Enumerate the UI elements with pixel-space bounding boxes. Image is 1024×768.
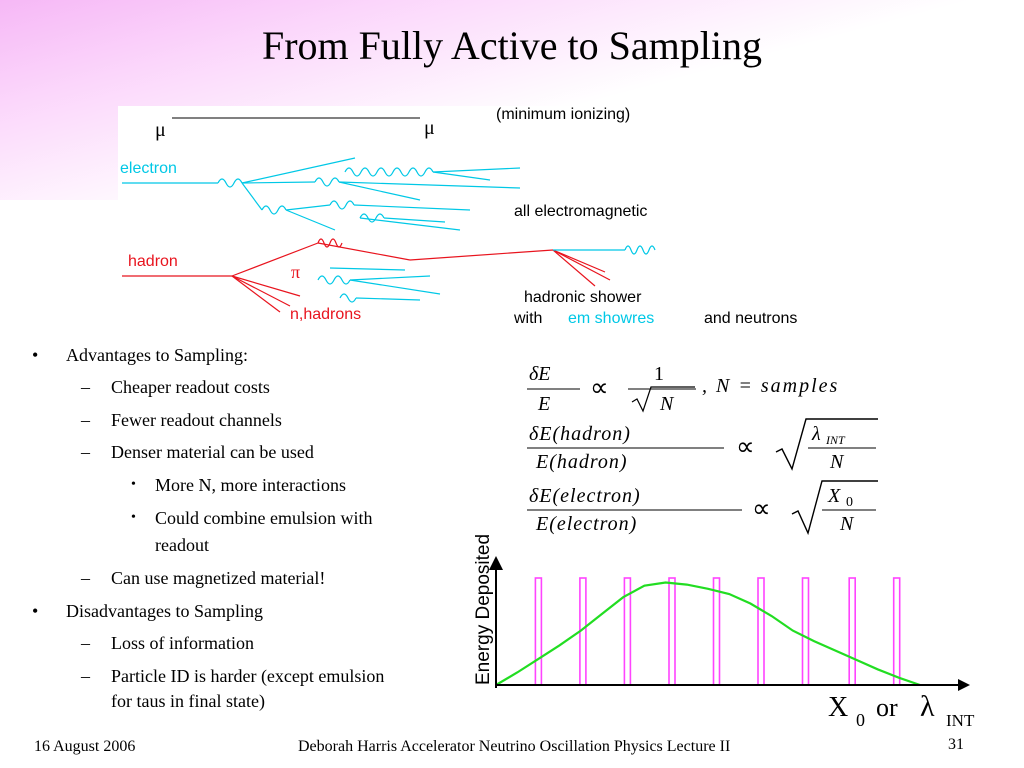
eq2-denominator: E(hadron) xyxy=(535,451,628,473)
eq1-prop: ∝ xyxy=(590,373,609,402)
svg-text:X: X xyxy=(828,692,848,723)
dash-mark: – xyxy=(81,666,90,686)
sampling-plane-5 xyxy=(712,577,721,686)
slide-title: From Fully Active to Sampling xyxy=(261,23,763,68)
sampling-plane-9 xyxy=(892,577,901,686)
dash-mark: – xyxy=(81,410,90,430)
svg-text:λ: λ xyxy=(920,690,935,723)
sqrt-icon xyxy=(775,418,878,471)
footer-date: 16 August 2006 xyxy=(34,738,136,755)
disadvantages-heading: Disadvantages to Sampling xyxy=(66,601,263,621)
y-axis-arrow-icon xyxy=(489,556,503,570)
eq3-prop: ∝ xyxy=(752,494,771,523)
eq3-denominator: E(electron) xyxy=(535,513,637,535)
eq2-numerator: δE(hadron) xyxy=(529,423,631,445)
advantages-heading: Advantages to Sampling: xyxy=(66,345,248,365)
minimum-ionizing-label: (minimum ionizing) xyxy=(496,106,631,123)
dis-item-pid-line2: for taus in final state) xyxy=(111,691,265,711)
eq1-denominator: E xyxy=(537,393,550,415)
pi-label: π xyxy=(291,262,301,282)
adv-item-magnetized: Can use magnetized material! xyxy=(111,568,326,588)
bullet-mark: • xyxy=(131,510,136,525)
eq1-numerator: δE xyxy=(529,363,551,385)
series-line-energy xyxy=(495,581,921,687)
dash-mark: – xyxy=(81,633,90,653)
mu-left-label: μ xyxy=(155,119,166,141)
sampling-plane-8 xyxy=(848,577,857,686)
x-axis-arrow-icon xyxy=(958,679,970,691)
adv-item-fewer: Fewer readout channels xyxy=(111,410,282,430)
eq2-root-den: N xyxy=(829,451,845,473)
dash-mark: – xyxy=(81,377,90,397)
diagram-panel xyxy=(118,106,845,331)
sampling-plane-7 xyxy=(801,577,810,686)
sampling-plane-6 xyxy=(757,577,765,686)
and-neutrons-label: and neutrons xyxy=(704,310,798,327)
em-showers-label: em showres xyxy=(568,310,655,327)
eq1-frac-num: 1 xyxy=(654,363,664,385)
dis-item-pid-line1: Particle ID is harder (except emulsion xyxy=(111,666,385,686)
svg-text:0: 0 xyxy=(856,710,865,730)
hadron-label: hadron xyxy=(128,253,178,270)
bullet-mark: • xyxy=(131,477,136,492)
sampling-planes xyxy=(534,577,901,686)
sqrt-icon xyxy=(631,386,695,413)
eq3-root-num: X xyxy=(827,485,841,507)
eq2-prop: ∝ xyxy=(736,432,755,461)
sampling-plane-1 xyxy=(534,577,543,686)
x-axis-label: X 0 or λ INT xyxy=(828,690,975,730)
sampling-plane-3 xyxy=(623,577,632,686)
footer-presenter: Deborah Harris Accelerator Neutrino Osci… xyxy=(298,738,731,755)
electron-label: electron xyxy=(120,160,177,177)
bullet-mark: • xyxy=(32,345,39,365)
electron-shower xyxy=(122,157,521,231)
sub-item-more-n: More N, more interactions xyxy=(155,475,346,495)
eq1-frac-den: N xyxy=(659,393,675,415)
shower-diagram xyxy=(118,106,845,331)
eq2-root-num-sub: INT xyxy=(825,433,846,447)
eq3-numerator: δE(electron) xyxy=(529,485,641,507)
all-em-label: all electromagnetic xyxy=(514,203,648,220)
mu-right-label: μ xyxy=(424,117,435,139)
hadron-shower xyxy=(122,238,611,313)
hadronic-shower-label: hadronic shower xyxy=(524,289,642,306)
sub-item-combine-line2: readout xyxy=(155,535,209,555)
adv-item-denser: Denser material can be used xyxy=(111,442,314,462)
eq3-root-den: N xyxy=(839,513,855,535)
bullet-mark: • xyxy=(32,601,39,621)
eq3-root-num-sub: 0 xyxy=(846,495,853,510)
eq1-tail: , N = samples xyxy=(702,375,839,397)
page-number: 31 xyxy=(948,736,964,753)
svg-text:or: or xyxy=(876,693,898,722)
dis-item-loss: Loss of information xyxy=(111,633,254,653)
dash-mark: – xyxy=(81,442,90,462)
with-label: with xyxy=(514,310,543,327)
eq2-root-num: λ xyxy=(811,423,821,445)
sub-item-combine-line1: Could combine emulsion with xyxy=(155,508,373,528)
y-axis-label: Energy Deposited xyxy=(473,534,494,685)
sqrt-icon xyxy=(791,480,878,536)
adv-item-cheaper: Cheaper readout costs xyxy=(111,377,270,397)
sampling-plane-2 xyxy=(579,577,587,686)
n-hadrons-label: n,hadrons xyxy=(290,306,362,323)
sampling-plane-4 xyxy=(668,577,676,686)
hadron-em-component xyxy=(317,245,656,303)
svg-text:INT: INT xyxy=(946,711,975,730)
dash-mark: – xyxy=(81,568,90,588)
